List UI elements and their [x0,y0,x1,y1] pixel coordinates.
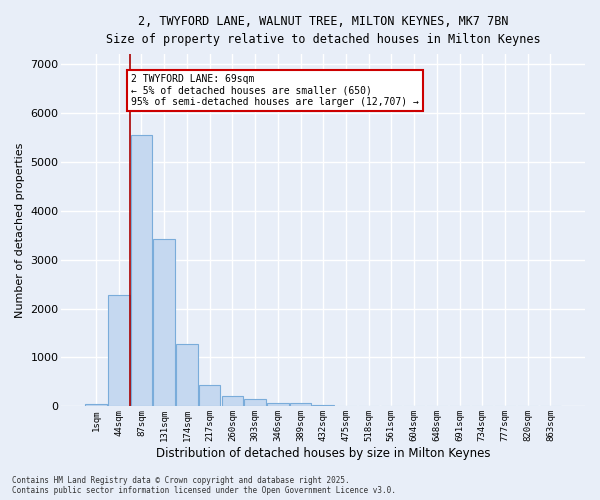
Text: 2 TWYFORD LANE: 69sqm
← 5% of detached houses are smaller (650)
95% of semi-deta: 2 TWYFORD LANE: 69sqm ← 5% of detached h… [131,74,419,107]
Bar [176,344,198,406]
Text: Contains HM Land Registry data © Crown copyright and database right 2025.
Contai: Contains HM Land Registry data © Crown c… [12,476,396,495]
Bar [267,402,289,406]
Y-axis label: Number of detached properties: Number of detached properties [15,142,25,318]
X-axis label: Distribution of detached houses by size in Milton Keynes: Distribution of detached houses by size … [156,447,490,460]
Bar [154,238,175,406]
Bar [244,398,266,406]
Bar [131,135,152,406]
Bar [221,396,243,406]
Bar [290,404,311,406]
Bar [108,295,130,406]
Bar [199,386,220,406]
Title: 2, TWYFORD LANE, WALNUT TREE, MILTON KEYNES, MK7 7BN
Size of property relative t: 2, TWYFORD LANE, WALNUT TREE, MILTON KEY… [106,15,541,46]
Bar [85,404,107,406]
